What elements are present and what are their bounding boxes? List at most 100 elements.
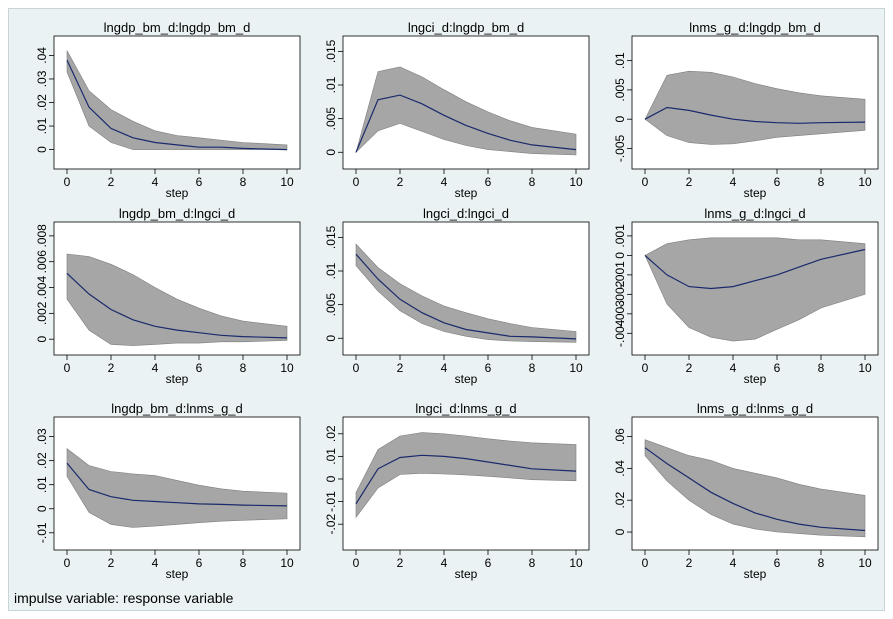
y-tick-label: .004 [35,276,49,300]
x-tick-label: 4 [730,556,737,570]
x-tick-label: 4 [441,361,448,375]
x-tick-label: 6 [485,175,492,189]
x-axis-label: step [744,186,767,200]
x-tick-label: 2 [397,556,404,570]
x-tick-label: 2 [108,175,115,189]
panel-title: lnms_g_d:lnms_g_d [697,401,813,416]
irf-line [644,248,866,290]
x-tick-label: 6 [196,361,203,375]
y-tick-label: .015 [324,225,338,249]
x-tick-label: 2 [397,175,404,189]
x-tick-label: 4 [441,175,448,189]
x-tick-label: 8 [818,556,825,570]
x-tick-label: 8 [240,556,247,570]
y-tick-label: .01 [324,262,338,279]
x-axis-label: step [166,372,189,386]
y-tick-label: .02 [324,425,338,442]
x-tick-label: 8 [529,175,536,189]
y-tick-label: 0 [35,505,49,512]
x-tick-label: 10 [280,361,294,375]
x-tick-label: 4 [152,175,159,189]
x-tick-label: 6 [196,556,203,570]
y-tick-label: 0 [324,335,338,342]
x-tick-label: 10 [858,175,872,189]
x-axis-label: step [455,186,478,200]
irf-panel-2: lngci_d:lngdp_bm_d 0 2 4 6 8 10 step 0 .005 .01 .01… [324,20,590,200]
y-tick-label: -.003 [613,300,627,328]
y-tick-label: .01 [324,76,338,93]
y-tick-label: .02 [613,492,627,509]
y-tick-label: 0 [324,475,338,482]
x-tick-label: 4 [152,361,159,375]
irf-panel-5: lngci_d:lngci_d 0 2 4 6 8 10 step 0 .005 .01 .015 [324,206,590,386]
x-tick-label: 8 [240,175,247,189]
y-tick-label: .002 [35,301,49,325]
y-tick-label: .02 [35,94,49,111]
x-tick-label: 2 [108,361,115,375]
y-tick-label: 0 [35,336,49,343]
y-tick-label: -.002 [613,280,627,308]
irf-line [355,454,577,505]
x-tick-label: 2 [686,361,693,375]
irf-panel-7: lngdp_bm_d:lnms_g_d 0 2 4 6 8 10 step -.01 0 .01 .0… [35,401,301,581]
x-tick-label: 6 [485,361,492,375]
y-tick-label: -.02 [324,514,338,535]
x-tick-label: 0 [353,175,360,189]
x-axis-label: step [166,186,189,200]
y-tick-label: 0 [35,146,49,153]
ci-band [66,253,288,346]
x-tick-label: 2 [108,556,115,570]
x-tick-label: 10 [858,556,872,570]
ci-band [355,66,577,156]
y-tick-label: .04 [35,47,49,64]
x-axis-label: step [455,567,478,581]
irf-panel-1: lngdp_bm_d:lngdp_bm_d 0 2 4 6 8 10 step 0 .01 .02.… [35,20,301,200]
panel-title: lngdp_bm_d:lnms_g_d [111,401,243,416]
x-tick-label: 10 [569,556,583,570]
irf-line [355,253,577,340]
irf-panel-6: lnms_g_d:lngci_d0 2 4 6 8 10step-.004-.003-.0… [613,206,879,386]
x-tick-label: 2 [686,556,693,570]
x-tick-label: 6 [774,361,781,375]
x-tick-label: 6 [196,175,203,189]
x-tick-label: 0 [64,361,71,375]
panel-title: lnms_g_d:lngdp_bm_d [689,20,821,35]
x-tick-label: 8 [240,361,247,375]
x-axis-label: step [744,567,767,581]
x-tick-label: 2 [397,361,404,375]
y-tick-label: 0 [613,252,627,259]
y-tick-label: .001 [613,224,627,248]
x-tick-label: 0 [64,175,71,189]
irf-line [66,59,288,151]
ci-band [644,70,866,145]
x-tick-label: 8 [529,361,536,375]
y-tick-label: -.004 [613,319,627,347]
y-tick-label: .005 [324,293,338,317]
panel-title: lngci_d:lngdp_bm_d [408,20,524,35]
irf-line [66,272,288,339]
chart-note: impulse variable: response variable [14,590,234,606]
y-tick-label: .06 [613,428,627,445]
panel-title: lngci_d:lngci_d [423,206,509,221]
y-tick-label: .005 [613,78,627,102]
y-tick-label: .006 [35,250,49,274]
x-axis-label: step [455,372,478,386]
x-axis-label: step [166,567,189,581]
irf-line [355,94,577,153]
y-tick-label: 0 [324,149,338,156]
x-tick-label: 0 [642,556,649,570]
y-tick-label: .03 [35,428,49,445]
x-tick-label: 0 [353,556,360,570]
y-tick-label: 0 [613,116,627,123]
ci-band [355,432,577,519]
y-tick-label: .02 [35,452,49,469]
irf-grid: lngdp_bm_d:lngdp_bm_d 0 2 4 6 8 10 step 0 .01 .02.… [35,20,879,581]
panel-title: lngdp_bm_d:lngdp_bm_d [104,20,251,35]
x-tick-label: 0 [64,556,71,570]
y-tick-label: .01 [324,448,338,465]
x-tick-label: 0 [353,361,360,375]
x-tick-label: 4 [152,556,159,570]
x-tick-label: 4 [441,556,448,570]
ci-band [355,243,577,343]
irf-panel-3: lnms_g_d:lngdp_bm_d 0 2 4 6 8 10 step -.005 0 .005… [613,20,879,200]
